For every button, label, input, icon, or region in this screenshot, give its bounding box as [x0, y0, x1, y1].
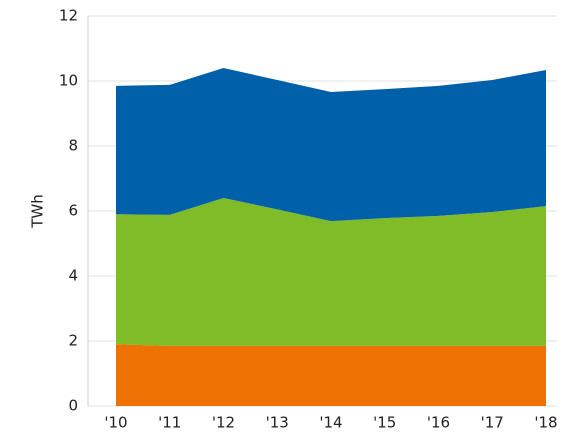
x-tick-label: '14 [319, 414, 342, 432]
y-tick-label: 12 [59, 7, 78, 25]
y-tick-label: 2 [68, 332, 78, 350]
x-tick-label: '17 [481, 414, 504, 432]
y-tick-label: 6 [68, 202, 78, 220]
area [116, 68, 546, 222]
x-tick-label: '16 [427, 414, 450, 432]
x-tick-label: '12 [212, 414, 235, 432]
x-tick-label: '15 [373, 414, 396, 432]
y-tick-label: 8 [68, 137, 78, 155]
x-tick-label: '18 [534, 414, 557, 432]
y-axis-label: TWh [29, 194, 47, 229]
y-tick-label: 4 [68, 267, 78, 285]
y-tick-label: 0 [68, 397, 78, 415]
y-tick-label: 10 [59, 72, 78, 90]
area [116, 198, 546, 346]
x-tick-label: '13 [266, 414, 289, 432]
x-tick-label: '10 [104, 414, 127, 432]
area [116, 344, 546, 406]
x-tick-label: '11 [158, 414, 181, 432]
